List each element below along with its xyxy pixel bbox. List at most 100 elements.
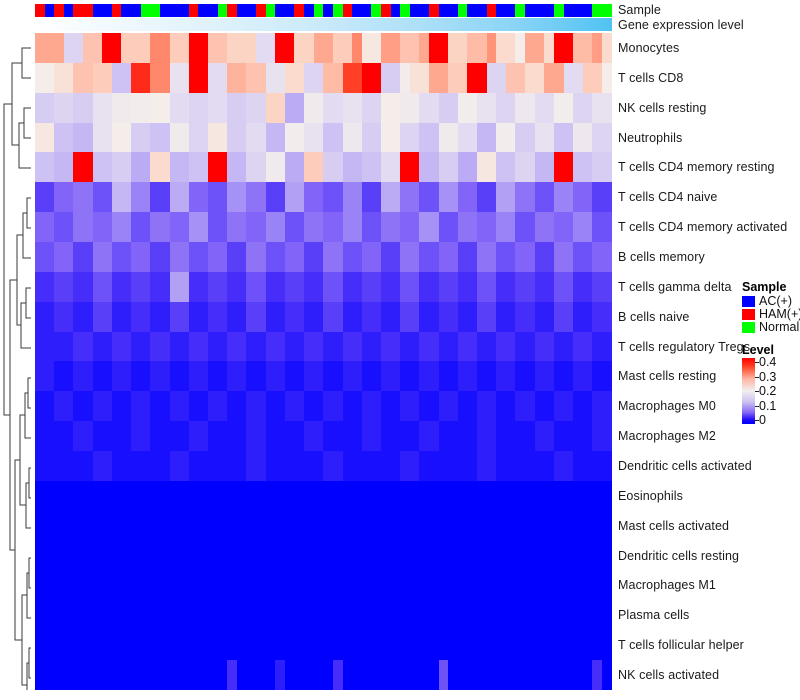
heatmap-cell: [525, 92, 535, 123]
heatmap-cell: [361, 331, 372, 362]
heatmap-cell: [275, 33, 285, 63]
heatmap-cell: [419, 33, 429, 63]
heatmap-cell: [121, 152, 132, 183]
heatmap-cell: [352, 33, 362, 63]
heatmap-cell: [54, 152, 64, 183]
heatmap-cell: [409, 271, 420, 302]
heatmap-cell: [534, 361, 545, 392]
heatmap-cell: [246, 391, 257, 422]
heatmap-cell: [332, 421, 343, 452]
heatmap-cell: [150, 451, 160, 481]
heatmap-cell: [505, 421, 516, 452]
heatmap-cell: [63, 122, 74, 153]
sample-annotation-cell: [342, 4, 353, 17]
heatmap-cell: [131, 361, 141, 392]
heatmap-cell: [102, 331, 112, 362]
heatmap-cell: [236, 271, 247, 302]
heatmap-cell: [544, 421, 554, 452]
heatmap-cell: [323, 391, 333, 422]
heatmap-cell: [582, 271, 593, 302]
heatmap-cell: [361, 510, 372, 541]
heatmap-cell: [275, 540, 285, 571]
heatmap-cell: [553, 600, 564, 631]
heatmap-cell: [140, 212, 151, 243]
heatmap-cell: [102, 301, 112, 332]
heatmap-cell: [544, 122, 554, 153]
heatmap-cell: [121, 660, 132, 690]
heatmap-cell: [265, 33, 276, 63]
heatmap-cell: [342, 212, 353, 243]
heatmap-cell: [323, 301, 333, 332]
heatmap-cell: [438, 242, 449, 272]
heatmap-cell: [371, 92, 381, 123]
heatmap-row: [35, 242, 612, 272]
heatmap-cell: [525, 182, 535, 213]
heatmap-row: [35, 301, 612, 332]
heatmap-cell: [361, 361, 372, 392]
heatmap-cell: [198, 271, 208, 302]
heatmap-cell: [438, 212, 449, 243]
heatmap-cell: [121, 451, 132, 481]
heatmap-cell: [159, 600, 170, 631]
heatmap-cell: [342, 570, 353, 601]
heatmap-cell: [601, 33, 612, 63]
heatmap-cell: [63, 660, 74, 690]
heatmap-cell: [438, 660, 449, 690]
heatmap-cell: [323, 152, 333, 183]
heatmap-cell: [198, 510, 208, 541]
heatmap-cell: [44, 480, 55, 511]
heatmap-cell: [275, 600, 285, 631]
heatmap-cell: [73, 630, 84, 661]
heatmap-cell: [428, 391, 439, 422]
heatmap-cell: [573, 331, 583, 362]
heatmap-cell: [592, 660, 602, 690]
heatmap-cell: [534, 480, 545, 511]
heatmap-cell: [63, 33, 74, 63]
heatmap-cell: [256, 510, 266, 541]
heatmap-cell: [313, 660, 324, 690]
heatmap-cell: [227, 540, 237, 571]
heatmap-cell: [275, 510, 285, 541]
heatmap-cell: [198, 630, 208, 661]
heatmap-cell: [486, 361, 497, 392]
heatmap-cell: [342, 33, 353, 63]
heatmap-cell: [573, 242, 583, 272]
sample-annotation-cell: [563, 4, 574, 17]
sample-annotation-cell: [352, 4, 362, 17]
heatmap-cell: [159, 630, 170, 661]
heatmap-cell: [592, 92, 602, 123]
heatmap-cell: [601, 391, 612, 422]
heatmap-cell: [457, 122, 468, 153]
sample-annotation-cell: [361, 4, 372, 17]
level-legend: Level 0.4 0.3 0.2 0.1 0: [742, 343, 800, 427]
heatmap-cell: [179, 630, 189, 661]
heatmap-cell: [553, 92, 564, 123]
row-label: NK cells activated: [618, 667, 720, 682]
heatmap-cell: [323, 600, 333, 631]
heatmap-cell: [54, 630, 64, 661]
heatmap-cell: [496, 540, 506, 571]
heatmap-cell: [467, 451, 478, 481]
heatmap-cell: [227, 182, 237, 213]
heatmap-cell: [313, 92, 324, 123]
heatmap-cell: [63, 182, 74, 213]
heatmap-cell: [35, 510, 45, 541]
heatmap-cell: [496, 421, 506, 452]
heatmap-cell: [102, 122, 112, 153]
heatmap-cell: [380, 480, 391, 511]
heatmap-cell: [217, 421, 228, 452]
heatmap-cell: [73, 152, 84, 183]
heatmap-cell: [284, 570, 295, 601]
heatmap-cell: [54, 421, 64, 452]
heatmap-cell: [256, 391, 266, 422]
heatmap-cell: [44, 212, 55, 243]
heatmap-cell: [121, 92, 132, 123]
heatmap-cell: [592, 122, 602, 153]
heatmap-cell: [83, 451, 93, 481]
heatmap-cell: [342, 122, 353, 153]
heatmap-cell: [563, 242, 574, 272]
heatmap-cell: [121, 122, 132, 153]
heatmap-cell: [477, 92, 487, 123]
heatmap-cell: [534, 212, 545, 243]
heatmap-cell: [448, 510, 458, 541]
